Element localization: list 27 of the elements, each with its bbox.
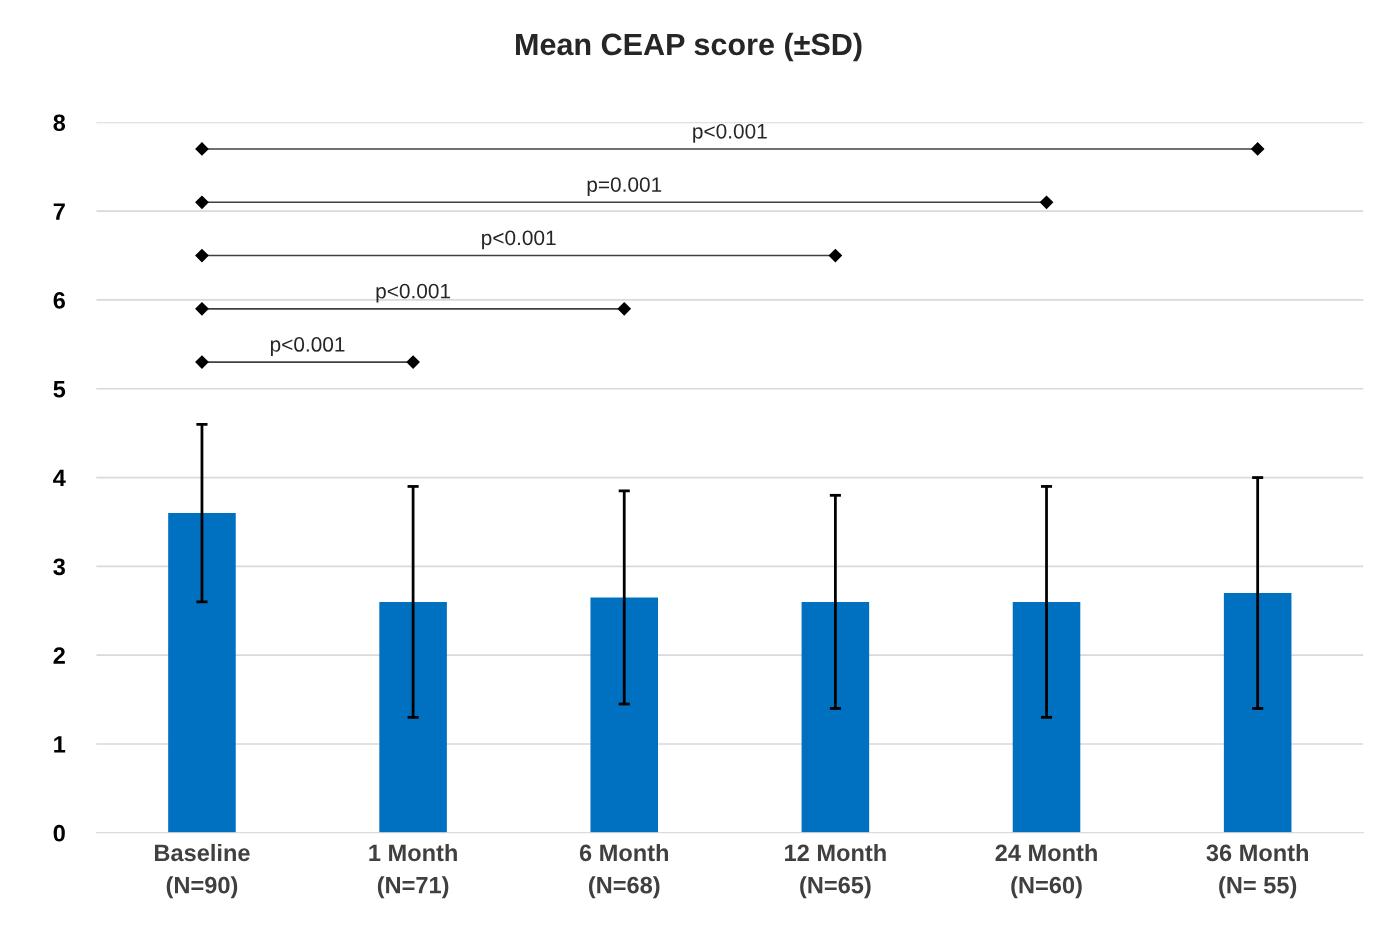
annotation: p<0.001: [270, 337, 345, 356]
y-tick-label: 7: [53, 203, 65, 220]
bar: [590, 597, 659, 833]
chart-title: Mean CEAP score (±SD): [516, 32, 862, 62]
x-tick-label: 1 Month (N=71): [369, 843, 457, 899]
x-tick-label: 6 Month (N=68): [579, 843, 669, 899]
bar: [168, 513, 236, 833]
y-tick-label: 3: [53, 558, 65, 576]
x-tick-label: 24 Month (N=60): [995, 843, 1097, 899]
y-tick-label: 8: [53, 114, 66, 132]
annotation: p<0.001: [693, 123, 767, 143]
bar: [801, 601, 870, 833]
annotation: p=0.001: [587, 177, 662, 197]
y-tick-label: 4: [53, 469, 66, 487]
y-tick-label: 1: [54, 736, 66, 753]
annotation: p<0.001: [376, 283, 451, 303]
x-tick-label: Baseline (N=90): [154, 843, 250, 899]
bar: [1223, 593, 1292, 833]
bar: [379, 601, 447, 833]
bar: [1012, 601, 1081, 833]
x-tick-label: 12 Month (N=65): [785, 843, 886, 899]
y-tick-label: 2: [53, 647, 65, 664]
x-tick-label: 36 Month (N= 55): [1206, 843, 1309, 899]
y-tick-label: 5: [53, 381, 66, 398]
annotation: p<0.001: [482, 230, 556, 250]
y-tick-label: 0: [53, 824, 65, 842]
y-tick-label: 6: [53, 292, 65, 309]
